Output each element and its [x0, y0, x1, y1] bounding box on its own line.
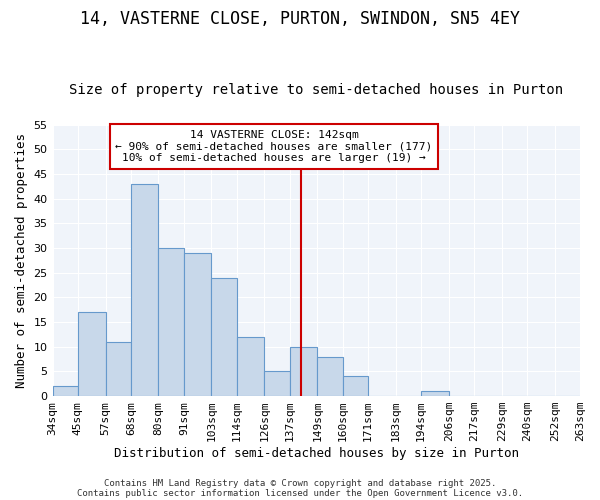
Bar [317, 356, 343, 396]
Text: 14 VASTERNE CLOSE: 142sqm
← 90% of semi-detached houses are smaller (177)
10% of: 14 VASTERNE CLOSE: 142sqm ← 90% of semi-… [115, 130, 433, 163]
Title: Size of property relative to semi-detached houses in Purton: Size of property relative to semi-detach… [69, 83, 563, 97]
Bar [343, 376, 368, 396]
Bar [106, 342, 131, 396]
Bar [237, 337, 265, 396]
Bar [158, 248, 184, 396]
Text: Contains HM Land Registry data © Crown copyright and database right 2025.: Contains HM Land Registry data © Crown c… [104, 478, 496, 488]
Bar [53, 386, 78, 396]
Bar [421, 391, 449, 396]
Bar [78, 312, 106, 396]
Bar [184, 253, 211, 396]
Y-axis label: Number of semi-detached properties: Number of semi-detached properties [15, 133, 28, 388]
Bar [290, 346, 317, 396]
X-axis label: Distribution of semi-detached houses by size in Purton: Distribution of semi-detached houses by … [114, 447, 519, 460]
Bar [211, 278, 237, 396]
Bar [265, 372, 290, 396]
Text: Contains public sector information licensed under the Open Government Licence v3: Contains public sector information licen… [77, 488, 523, 498]
Text: 14, VASTERNE CLOSE, PURTON, SWINDON, SN5 4EY: 14, VASTERNE CLOSE, PURTON, SWINDON, SN5… [80, 10, 520, 28]
Bar [131, 184, 158, 396]
